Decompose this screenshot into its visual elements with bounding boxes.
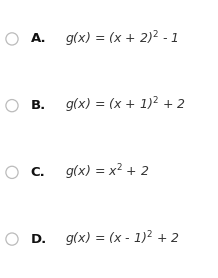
- Text: g(x) = (x + 2)$^{2}$ - 1: g(x) = (x + 2)$^{2}$ - 1: [65, 29, 179, 49]
- Text: g(x) = (x + 1)$^{2}$ + 2: g(x) = (x + 1)$^{2}$ + 2: [65, 96, 186, 115]
- Text: B.: B.: [31, 99, 46, 112]
- Text: g(x) = (x - 1)$^{2}$ + 2: g(x) = (x - 1)$^{2}$ + 2: [65, 229, 180, 249]
- Text: C.: C.: [31, 166, 45, 179]
- Text: g(x) = x$^{2}$ + 2: g(x) = x$^{2}$ + 2: [65, 163, 150, 182]
- Text: A.: A.: [31, 33, 46, 45]
- Text: D.: D.: [31, 233, 47, 245]
